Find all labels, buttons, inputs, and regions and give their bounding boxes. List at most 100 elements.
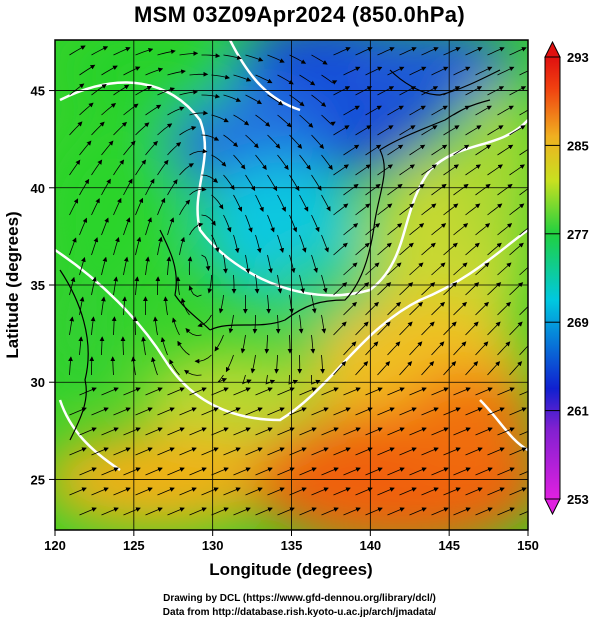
streamline [387, 223, 403, 236]
streamline [167, 69, 186, 76]
streamline [123, 217, 131, 236]
streamline [465, 361, 479, 376]
streamline [250, 354, 256, 374]
streamline [101, 427, 119, 436]
streamline [91, 276, 97, 296]
streamline [179, 163, 194, 176]
streamline [409, 301, 423, 316]
streamline [90, 316, 96, 336]
streamline [160, 337, 168, 356]
streamline [387, 507, 405, 516]
streamline [189, 110, 209, 116]
streamline [497, 183, 513, 196]
streamline [387, 427, 405, 436]
streamline [409, 223, 425, 236]
streamline [233, 194, 243, 212]
streamline [355, 321, 369, 336]
streamline [201, 487, 219, 496]
streamline [289, 447, 307, 456]
streamline [487, 203, 503, 216]
streamline [135, 197, 144, 216]
streamline [431, 301, 445, 316]
streamline [68, 356, 73, 376]
streamline [101, 507, 119, 516]
streamline [355, 447, 373, 456]
streamline [123, 387, 141, 396]
streamline [255, 194, 264, 213]
streamline [453, 144, 470, 156]
streamline [365, 223, 381, 236]
streamline [387, 144, 404, 156]
streamline [431, 262, 446, 276]
streamline [320, 354, 325, 374]
streamline [321, 467, 339, 476]
streamline [355, 125, 372, 136]
streamline [266, 294, 272, 314]
streamline [91, 198, 100, 216]
streamline [113, 407, 131, 416]
streamline [487, 125, 504, 136]
streamline [409, 262, 424, 276]
streamline [185, 328, 202, 337]
streamline [120, 336, 126, 356]
streamline [255, 114, 271, 127]
streamline [497, 341, 511, 356]
streamline [431, 507, 449, 516]
streamline [101, 140, 114, 156]
streamline [289, 407, 307, 416]
streamline [113, 84, 130, 96]
streamline [155, 276, 161, 295]
streamline [79, 507, 97, 516]
streamline [311, 487, 329, 496]
streamline [189, 186, 207, 196]
streamline [101, 467, 119, 476]
streamline [443, 447, 461, 456]
streamline [321, 234, 329, 253]
streamline [465, 203, 481, 216]
x-tick-label: 120 [44, 538, 66, 553]
streamline [321, 74, 338, 85]
streamline [189, 467, 207, 476]
streamline [201, 93, 221, 99]
streamline [399, 164, 415, 176]
streamline [409, 66, 427, 76]
streamline [223, 94, 242, 102]
streamline [311, 407, 329, 416]
streamline [189, 71, 209, 77]
streamline [475, 144, 492, 156]
streamline [267, 254, 273, 274]
streamline [123, 427, 141, 436]
streamline [179, 487, 197, 496]
streamline [387, 301, 401, 316]
streamline [377, 407, 395, 416]
streamline [157, 236, 163, 256]
streamline [443, 242, 458, 256]
streamline [509, 361, 523, 376]
streamline [255, 507, 273, 516]
streamline [255, 154, 267, 171]
streamline [299, 387, 317, 396]
streamline [299, 114, 314, 128]
streamline [201, 214, 216, 226]
streamline [123, 507, 141, 516]
streamline [409, 387, 427, 396]
streamline [101, 217, 109, 236]
streamline [497, 262, 512, 276]
streamline [355, 203, 371, 216]
streamline [135, 487, 153, 496]
streamline [299, 467, 317, 476]
x-tick-label: 130 [202, 538, 224, 553]
streamline [91, 84, 107, 96]
streamline [343, 341, 357, 356]
streamline [223, 407, 241, 416]
streamline [475, 183, 491, 196]
colorbar-tick-label: 261 [567, 404, 589, 419]
streamline [497, 144, 514, 156]
streamline [245, 134, 259, 149]
streamline [443, 203, 459, 216]
streamline [343, 427, 361, 436]
streamline [519, 227, 528, 236]
streamline [101, 296, 106, 316]
streamline [287, 334, 293, 354]
x-tick-label: 140 [359, 538, 381, 553]
